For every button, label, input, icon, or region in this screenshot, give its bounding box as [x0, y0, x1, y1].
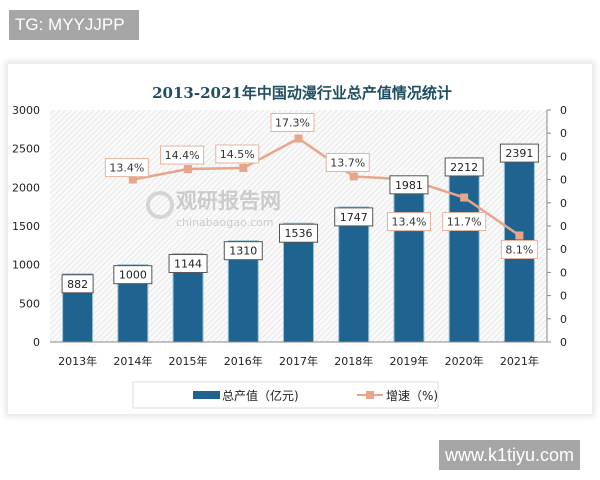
line-label-box: [442, 212, 487, 232]
line-label-box: [386, 212, 431, 232]
bar-label-box: [334, 207, 374, 227]
bar-label-box: [444, 157, 484, 177]
bar-data-label: 1536: [285, 227, 313, 240]
x-tick-label: 2013年: [58, 354, 97, 368]
watermark-site: www.k1tiyu.com: [439, 440, 581, 470]
left-tick-label: 2500: [12, 143, 40, 156]
bar-data-label: 1981: [395, 179, 423, 192]
chart-title: 2013-2021年中国动漫行业总产值情况统计: [152, 84, 452, 102]
line-label-box: [325, 152, 370, 172]
bar-label-box: [61, 274, 94, 294]
line-marker: [184, 165, 193, 174]
bar-label-box: [499, 143, 539, 163]
logo-cn: 观研报告网: [176, 189, 281, 213]
line-marker: [294, 134, 303, 143]
right-tick-label: 0: [560, 336, 567, 349]
line-marker: [239, 164, 248, 172]
x-tick-label: 2021年: [500, 354, 539, 368]
line-data-label: 13.4%: [109, 162, 144, 175]
line-marker: [128, 175, 137, 184]
legend-line-label: 增速（%): [386, 389, 438, 403]
right-tick-label: 0: [560, 197, 567, 210]
bar-data-label: 2212: [450, 161, 478, 174]
legend-box: [132, 381, 439, 409]
left-tick-label: 2000: [12, 181, 40, 194]
line-label-box: [270, 112, 315, 132]
bar-label-box: [113, 265, 153, 285]
watermark-logo: 观研报告网 chinabaogao.com: [146, 189, 281, 229]
left-tick-label: 0: [33, 336, 40, 349]
line-data-label: 14.4%: [165, 149, 200, 162]
bar-label-box: [223, 241, 263, 261]
line-data-label: 14.5%: [220, 148, 255, 161]
bar-data-label: 1144: [174, 258, 202, 271]
line-data-label: 13.4%: [391, 216, 426, 229]
x-tick-label: 2018年: [334, 354, 373, 368]
line-label-box: [160, 145, 205, 165]
x-tick-label: 2014年: [113, 354, 152, 368]
bar: [338, 206, 370, 343]
logo-icon: [146, 191, 174, 219]
legend: 总产值（亿元) 增速（%): [132, 381, 439, 409]
right-tick-label: 0: [560, 290, 567, 303]
right-tick-label: 0: [560, 243, 567, 256]
line-data-label: 17.3%: [275, 116, 310, 129]
line-data-label: 11.7%: [447, 216, 482, 229]
bar-data-label: 1310: [229, 245, 257, 258]
right-tick-label: 0: [560, 127, 567, 140]
right-tick-label: 0: [560, 266, 567, 279]
line-data-label: 8.1%: [505, 243, 533, 256]
legend-bar-label: 总产值（亿元): [222, 388, 299, 403]
right-tick-label: 0: [560, 313, 567, 326]
left-tick-label: 1500: [12, 220, 40, 233]
line-marker: [349, 172, 358, 181]
left-tick-label: 3000: [12, 104, 40, 117]
watermark-tg: TG: MYYJJPP: [9, 10, 139, 40]
bar-label-box: [389, 175, 429, 195]
logo-en: chinabaogao.com: [176, 216, 274, 229]
bar-label-box: [168, 254, 208, 274]
bar-data-label: 2391: [505, 147, 533, 160]
x-tick-label: 2016年: [224, 354, 263, 368]
bar-label-box: [279, 223, 318, 243]
legend-line-marker: [366, 391, 374, 399]
bar-data-label: 1000: [119, 269, 147, 282]
x-tick-label: 2015年: [169, 354, 208, 368]
right-tick-label: 0: [560, 104, 567, 117]
bar: [283, 222, 314, 343]
legend-bar-swatch: [193, 391, 220, 399]
line-label-box: [215, 144, 260, 164]
bar: [393, 188, 425, 343]
left-tick-label: 500: [19, 297, 40, 310]
line-data-label: 13.7%: [330, 156, 365, 169]
line-marker: [460, 193, 469, 202]
right-tick-label: 0: [560, 220, 567, 233]
x-tick-label: 2019年: [389, 354, 428, 368]
x-tick-label: 2020年: [445, 354, 484, 368]
bar-data-label: 1747: [340, 211, 368, 224]
line-marker: [515, 231, 524, 240]
left-tick-label: 1000: [12, 259, 40, 272]
line-label-box: [104, 158, 149, 178]
right-tick-label: 0: [560, 150, 567, 163]
line-label-box: [500, 239, 538, 259]
bar-data-label: 882: [67, 278, 88, 291]
right-tick-label: 0: [560, 174, 567, 187]
x-tick-label: 2017年: [279, 354, 318, 368]
